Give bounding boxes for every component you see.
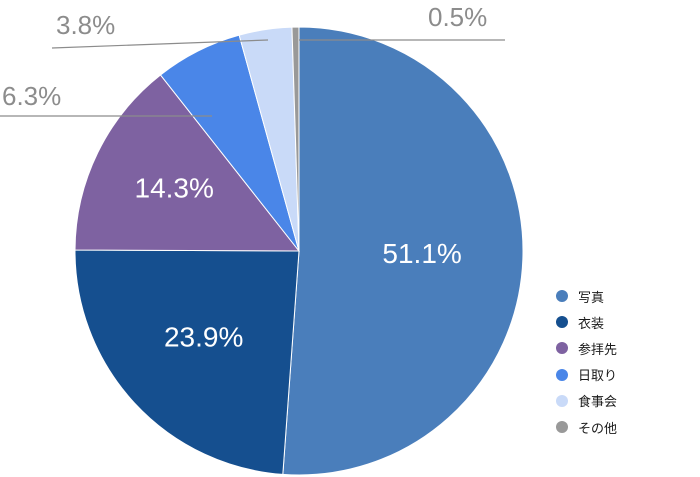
- data-label-date: 6.3%: [2, 81, 61, 111]
- legend-item-photo: 写真: [556, 283, 617, 309]
- legend-swatch-other: [556, 421, 568, 434]
- data-label-photo: 51.1%: [382, 238, 461, 269]
- legend: 写真 衣装 参拝先 日取り 食事会 その他: [556, 283, 617, 440]
- legend-label-dinner: 食事会: [578, 395, 618, 411]
- data-label-shrine: 14.3%: [135, 172, 214, 203]
- legend-item-shrine: 参拝先: [556, 335, 617, 361]
- legend-label-other: その他: [578, 421, 618, 437]
- data-label-dinner: 3.8%: [56, 10, 115, 40]
- legend-swatch-date: [556, 368, 568, 381]
- legend-item-other: その他: [556, 414, 617, 440]
- pie-slice-shrine: [74, 74, 301, 252]
- legend-label-costume: 衣装: [578, 316, 605, 332]
- legend-label-photo: 写真: [578, 290, 605, 306]
- legend-item-dinner: 食事会: [556, 388, 617, 414]
- legend-swatch-costume: [556, 316, 568, 329]
- pie-slice-other: [291, 26, 300, 252]
- data-label-other: 0.5%: [428, 2, 487, 32]
- legend-item-costume: 衣装: [556, 309, 617, 335]
- pie-slice-photo: [282, 26, 524, 476]
- legend-label-shrine: 参拝先: [578, 342, 618, 358]
- legend-label-date: 日取り: [578, 369, 618, 385]
- legend-swatch-photo: [556, 290, 568, 303]
- legend-swatch-shrine: [556, 342, 568, 355]
- legend-item-date: 日取り: [556, 362, 617, 388]
- leader-line-dinner: [51, 39, 269, 49]
- legend-swatch-dinner: [556, 394, 568, 407]
- data-label-costume: 23.9%: [164, 322, 243, 353]
- pie-slice-costume: [74, 249, 300, 475]
